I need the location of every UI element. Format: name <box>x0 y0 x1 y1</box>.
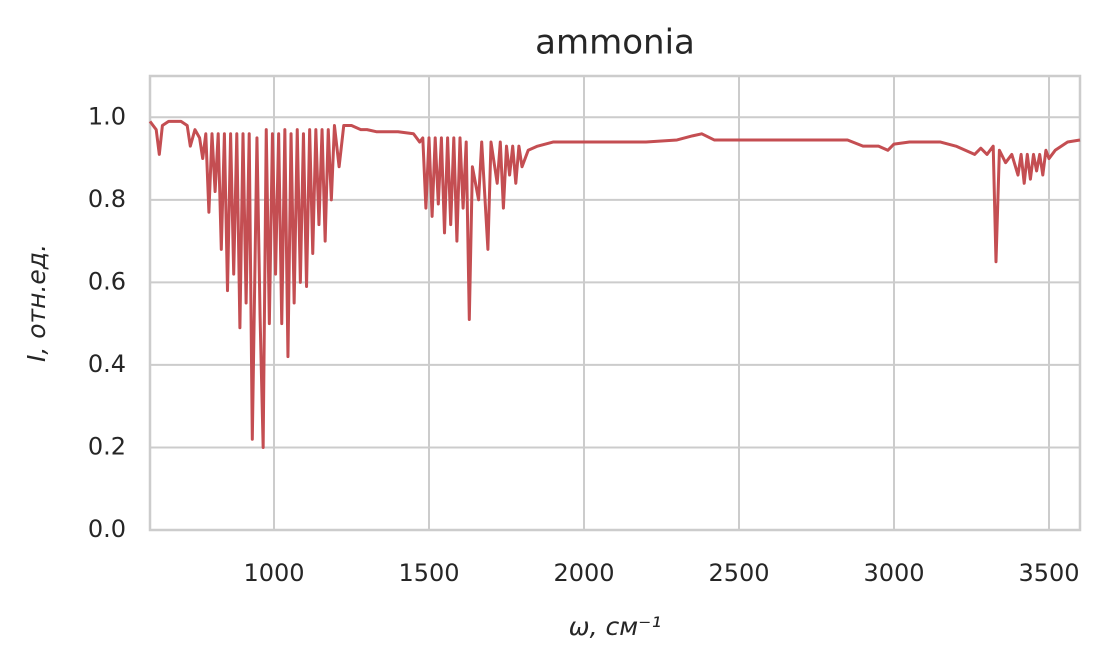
plot-frame <box>148 74 1082 532</box>
x-tick-label: 1500 <box>398 559 459 587</box>
y-tick-label: 0.4 <box>88 350 126 378</box>
marks <box>148 119 1081 449</box>
spectrum-line <box>148 119 1081 449</box>
y-axis-label: I, отн.ед. <box>22 244 51 362</box>
y-tick-label: 0.6 <box>88 267 126 295</box>
x-tick-label: 2500 <box>708 559 769 587</box>
y-tick-label: 0.8 <box>88 185 126 213</box>
y-tick-label: 0.0 <box>88 515 126 543</box>
x-tick-label: 3500 <box>1018 559 1079 587</box>
y-tick-label: 0.2 <box>88 432 126 460</box>
x-tick-label: 2000 <box>553 559 614 587</box>
x-tick-label: 3000 <box>863 559 924 587</box>
chart-title: ammonia <box>535 23 695 63</box>
y-tick-label: 1.0 <box>88 102 126 130</box>
x-tick-label: 1000 <box>243 559 304 587</box>
x-axis-label: ω, см⁻¹ <box>569 612 662 641</box>
